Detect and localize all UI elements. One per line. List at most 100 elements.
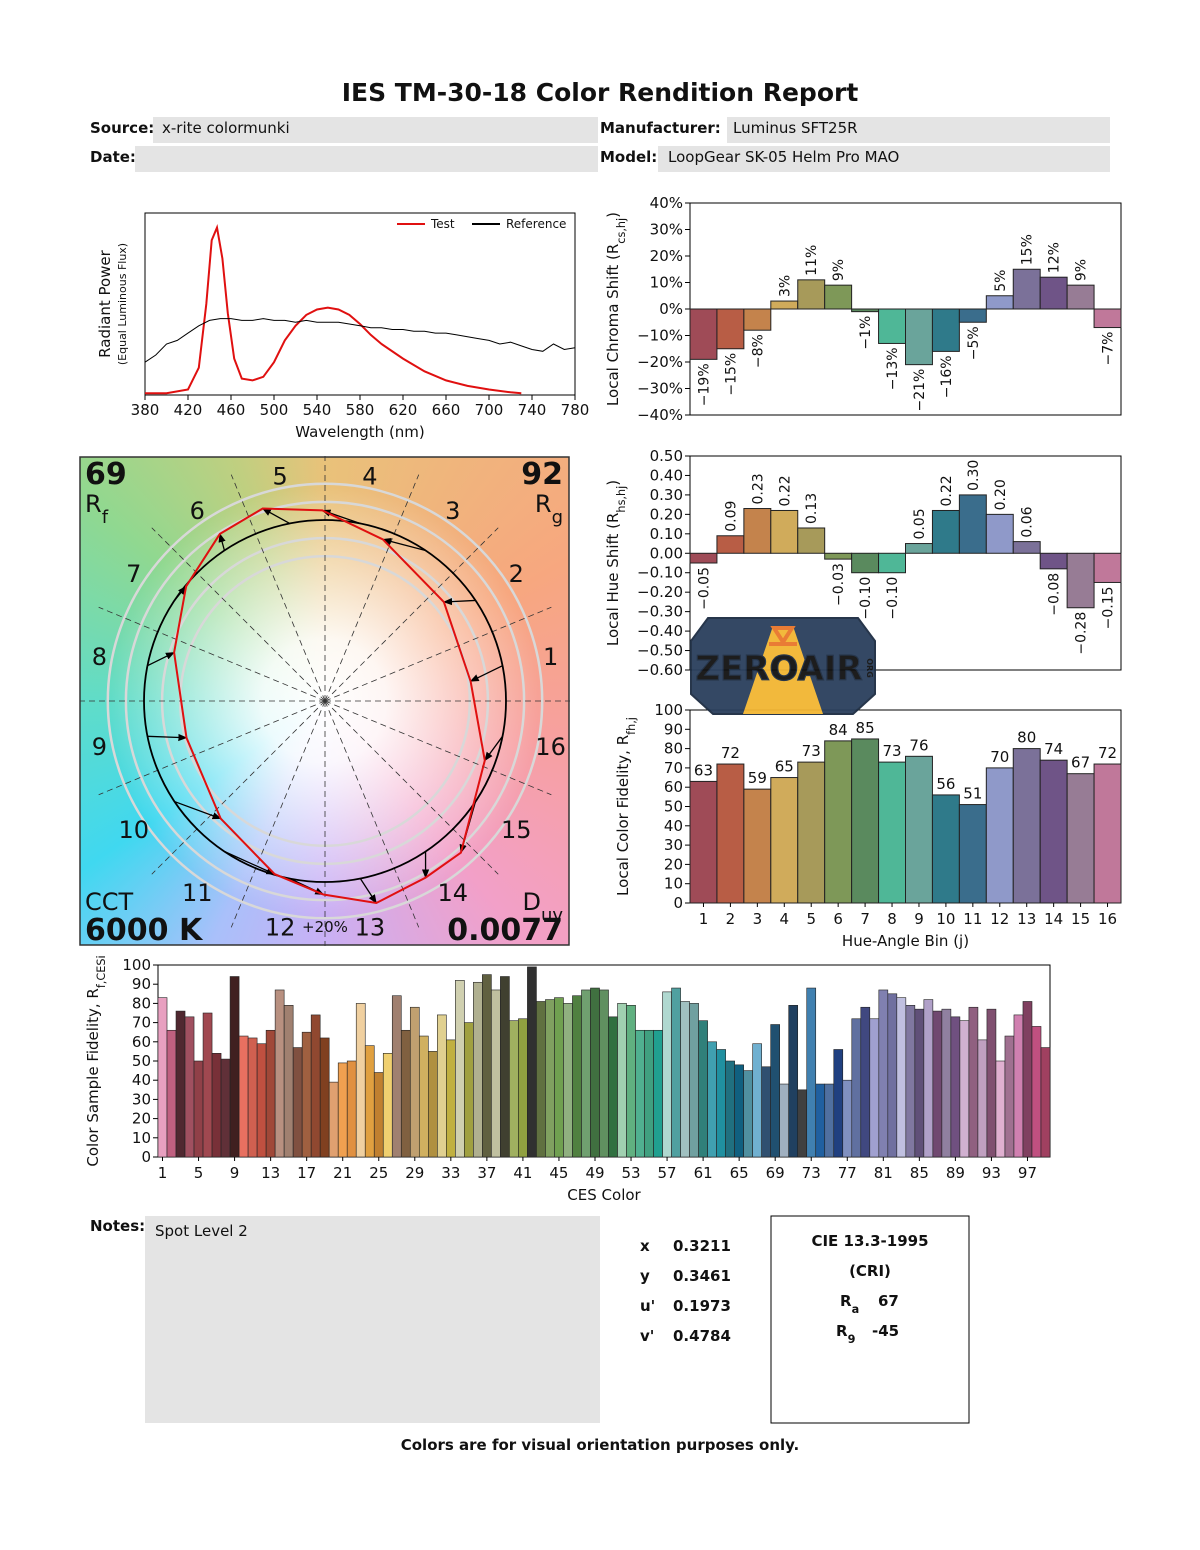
bar xyxy=(310,1014,321,1158)
footer-note: Colors are for visual orientation purpos… xyxy=(401,1436,800,1454)
bar xyxy=(500,976,510,1158)
date-label: Date: xyxy=(90,148,136,166)
bin-boundary xyxy=(98,700,326,796)
bar xyxy=(896,997,907,1158)
manufacturer-label: Manufacturer: xyxy=(600,119,721,137)
y-tick-label: 80 xyxy=(664,740,683,758)
value-label: −5% xyxy=(966,326,982,360)
bar xyxy=(833,1049,844,1158)
value-label: 11% xyxy=(804,245,820,276)
bar xyxy=(635,1029,645,1158)
y-tick-label: 10% xyxy=(650,274,683,292)
x-tick-label: 89 xyxy=(946,1164,965,1182)
bin-boundary xyxy=(324,700,552,796)
ra-label: Ra xyxy=(840,1292,859,1316)
value-label: 74 xyxy=(1044,740,1063,758)
bar xyxy=(932,1010,943,1158)
bin-label: 7 xyxy=(126,560,141,588)
x-tick-label: 33 xyxy=(441,1164,460,1182)
bar xyxy=(572,995,582,1158)
bar xyxy=(707,1041,717,1158)
bar xyxy=(464,1022,474,1158)
bar xyxy=(509,1020,519,1158)
y-tick-label: −0.60 xyxy=(637,661,683,679)
bar xyxy=(806,987,817,1158)
bar xyxy=(1066,284,1095,310)
bar xyxy=(157,997,168,1158)
y-axis-label: Local Hue Shift (Rhs,hj) xyxy=(604,480,628,646)
bar xyxy=(437,1014,447,1158)
bar xyxy=(761,1066,771,1158)
bar xyxy=(905,543,933,554)
y-tick-label: −10% xyxy=(637,327,683,345)
value-label: 0.13 xyxy=(804,493,820,524)
shift-arrow xyxy=(147,651,175,667)
value-label: −8% xyxy=(750,334,766,368)
x-tick-label: 5 xyxy=(194,1164,204,1182)
value-label: −16% xyxy=(939,355,955,398)
rg-label: Rg xyxy=(535,490,563,528)
chromaticity-value: 0.3211 xyxy=(673,1237,731,1255)
bar xyxy=(977,1039,988,1158)
y-tick-label: 60 xyxy=(664,778,683,796)
x-tick-label: 620 xyxy=(389,401,418,419)
cct-label: CCT xyxy=(85,888,134,916)
bar xyxy=(563,1003,573,1158)
value-label: 72 xyxy=(721,744,740,762)
bar xyxy=(1066,552,1095,609)
bin-label: 13 xyxy=(355,914,386,942)
manufacturer-value: Luminus SFT25R xyxy=(733,119,858,137)
x-tick-label: 37 xyxy=(477,1164,496,1182)
bin-label: 11 xyxy=(182,879,213,907)
value-label: 70 xyxy=(990,748,1009,766)
cri-title: CIE 13.3-1995 xyxy=(811,1232,928,1250)
bar xyxy=(328,1081,339,1158)
bar xyxy=(626,1005,636,1158)
bar xyxy=(617,1003,627,1158)
bar xyxy=(779,1083,790,1158)
bar xyxy=(319,1037,330,1158)
value-label: −0.05 xyxy=(696,567,712,610)
bar xyxy=(950,1016,961,1158)
x-tick-label: 2 xyxy=(726,910,736,928)
bar xyxy=(301,1031,312,1158)
bar xyxy=(337,1062,348,1158)
bar xyxy=(958,494,987,554)
bin-boundary xyxy=(98,606,326,702)
bar xyxy=(482,974,492,1158)
value-label: 67 xyxy=(1071,754,1090,772)
bin-label: 8 xyxy=(92,643,107,671)
shift-arrow xyxy=(442,597,476,606)
bar xyxy=(193,1060,204,1158)
y-tick-label: 20% xyxy=(650,247,683,265)
shift-arrow xyxy=(382,537,426,552)
bin-boundary xyxy=(324,527,499,702)
y-tick-label: 0% xyxy=(659,300,683,318)
bar xyxy=(869,1018,880,1158)
bin-boundary xyxy=(324,700,499,875)
x-tick-label: 97 xyxy=(1018,1164,1037,1182)
field-box xyxy=(135,146,598,172)
bar xyxy=(752,1043,762,1158)
value-label: 51 xyxy=(963,785,982,803)
bar xyxy=(1004,1035,1015,1158)
bar xyxy=(1012,268,1041,310)
duv-label: Duv xyxy=(522,888,563,926)
y-tick-label: 90 xyxy=(132,975,151,993)
field-box xyxy=(153,117,598,143)
rg-label-part: R xyxy=(535,490,552,518)
bar xyxy=(860,1006,871,1158)
plot-frame xyxy=(144,212,576,396)
y-axis-label: Local Color Fidelity, Rfh,j xyxy=(614,717,638,896)
bar xyxy=(608,1016,618,1158)
title: IES TM-30-18 Color Rendition Report xyxy=(342,78,859,107)
x-tick-label: 53 xyxy=(621,1164,640,1182)
bar xyxy=(770,509,799,554)
y-axis-label-part: cs,hj xyxy=(615,218,628,244)
bin-label: 14 xyxy=(438,879,469,907)
y-tick-label: −0.20 xyxy=(637,583,683,601)
bin-label: 15 xyxy=(501,816,532,844)
value-label: 73 xyxy=(802,742,821,760)
bin-label: 5 xyxy=(272,462,287,490)
